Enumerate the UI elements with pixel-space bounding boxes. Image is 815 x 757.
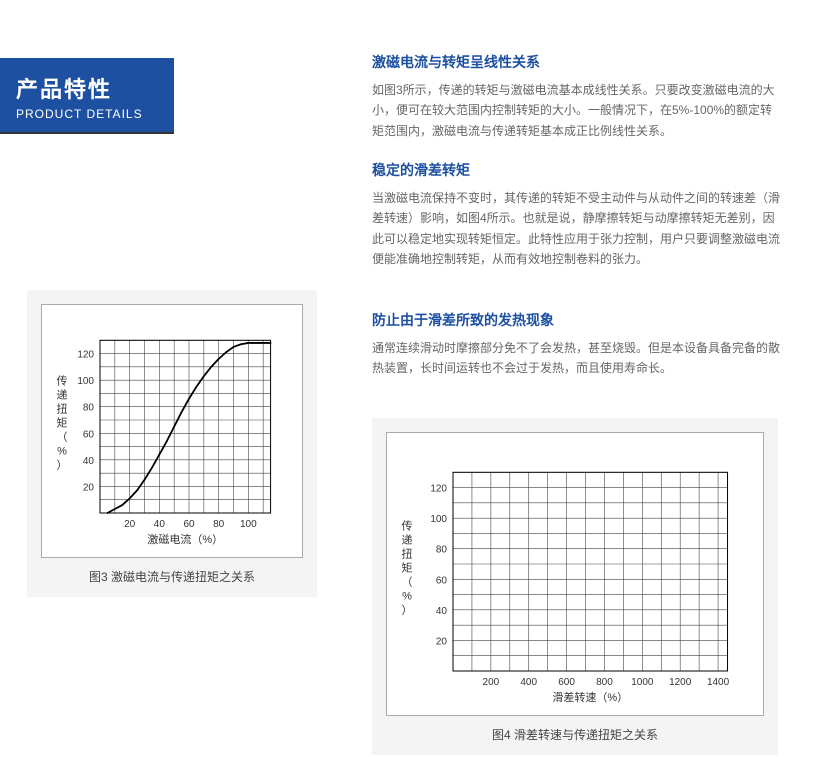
svg-text:800: 800 — [596, 677, 613, 688]
svg-text:）: ） — [402, 604, 413, 617]
svg-text:200: 200 — [483, 677, 500, 688]
section-heat-prevention: 防止由于滑差所致的发热现象 通常连续滑动时摩擦部分免不了会发热，甚至烧毁。但是本… — [372, 310, 782, 379]
svg-text:120: 120 — [77, 350, 94, 361]
chart3-frame: 20 40 60 80 100 20 40 60 80 100 120 激磁电流（%） 传递扭矩（%） — [41, 304, 303, 558]
section-body: 如图3所示，传递的转矩与激磁电流基本成线性关系。只要改变激磁电流的大小，便可在较… — [372, 80, 782, 141]
svg-text:1000: 1000 — [631, 677, 654, 688]
svg-text:400: 400 — [520, 677, 537, 688]
section-stable-torque: 稳定的滑差转矩 当激磁电流保持不变时，其传递的转矩不受主动件与从动件之间的转速差… — [372, 160, 782, 270]
svg-text:80: 80 — [213, 519, 225, 530]
section-body: 当激磁电流保持不变时，其传递的转矩不受主动件与从动件之间的转速差（滑差转速）影响… — [372, 188, 782, 270]
product-details-badge: 产品特性 PRODUCT DETAILS — [0, 58, 174, 134]
section-title: 稳定的滑差转矩 — [372, 160, 782, 180]
badge-title-cn: 产品特性 — [16, 72, 158, 104]
svg-text:矩: 矩 — [402, 562, 413, 575]
svg-text:1400: 1400 — [707, 677, 730, 688]
section-linear-relation: 激磁电流与转矩呈线性关系 如图3所示，传递的转矩与激磁电流基本成线性关系。只要改… — [372, 52, 782, 141]
svg-text:）: ） — [57, 459, 68, 472]
chart4-svg: 200 400 600 800 1000 1200 1400 20 40 60 80 100 120 滑差… — [397, 449, 745, 705]
svg-text:矩: 矩 — [57, 417, 68, 430]
svg-text:20: 20 — [124, 519, 136, 530]
chart4-caption: 图4 滑差转速与传递扭矩之关系 — [386, 726, 764, 747]
svg-text:40: 40 — [436, 606, 448, 617]
chart3-caption: 图3 激磁电流与传递扭矩之关系 — [41, 568, 303, 589]
svg-text:1200: 1200 — [669, 677, 692, 688]
chart3-svg: 20 40 60 80 100 20 40 60 80 100 120 激磁电流（%） 传递扭矩（%） — [52, 321, 284, 547]
svg-text:40: 40 — [83, 456, 95, 467]
svg-text:递: 递 — [402, 533, 413, 547]
svg-text:600: 600 — [558, 677, 575, 688]
section-title: 防止由于滑差所致的发热现象 — [372, 310, 782, 330]
svg-text:扭: 扭 — [402, 547, 413, 561]
chart3-card: 2040608010020406080100120激磁电流（%）传递扭矩（%） … — [27, 290, 317, 597]
svg-text:（: （ — [402, 576, 413, 589]
chart4-frame: 200 400 600 800 1000 1200 1400 20 40 60 80 100 120 滑差… — [386, 432, 764, 716]
svg-text:%: % — [57, 446, 67, 458]
svg-text:传: 传 — [57, 375, 68, 388]
svg-text:100: 100 — [77, 376, 94, 387]
svg-text:80: 80 — [83, 403, 95, 414]
svg-text:100: 100 — [240, 519, 257, 530]
svg-text:激磁电流（%）: 激磁电流（%） — [147, 532, 223, 546]
svg-text:60: 60 — [83, 429, 95, 440]
chart4-card: 200 400 600 800 1000 1200 1400 20 40 60 80 100 120 滑差… — [372, 418, 778, 755]
badge-title-en: PRODUCT DETAILS — [16, 107, 158, 121]
svg-text:%: % — [402, 591, 412, 603]
section-body: 通常连续滑动时摩擦部分免不了会发热，甚至烧毁。但是本设备具备完备的散热装置，长时… — [372, 338, 782, 379]
svg-text:滑差转速（%）: 滑差转速（%） — [552, 690, 628, 704]
svg-text:20: 20 — [436, 636, 448, 647]
section-title: 激磁电流与转矩呈线性关系 — [372, 52, 782, 72]
svg-text:40: 40 — [154, 519, 166, 530]
svg-text:60: 60 — [436, 575, 448, 586]
svg-text:（: （ — [57, 431, 68, 444]
svg-text:扭: 扭 — [57, 402, 68, 416]
svg-text:100: 100 — [430, 514, 447, 525]
svg-text:20: 20 — [83, 482, 95, 493]
svg-text:120: 120 — [430, 484, 447, 495]
svg-text:60: 60 — [183, 519, 195, 530]
svg-text:80: 80 — [436, 545, 448, 556]
svg-text:递: 递 — [57, 388, 68, 402]
svg-text:传: 传 — [402, 520, 413, 533]
